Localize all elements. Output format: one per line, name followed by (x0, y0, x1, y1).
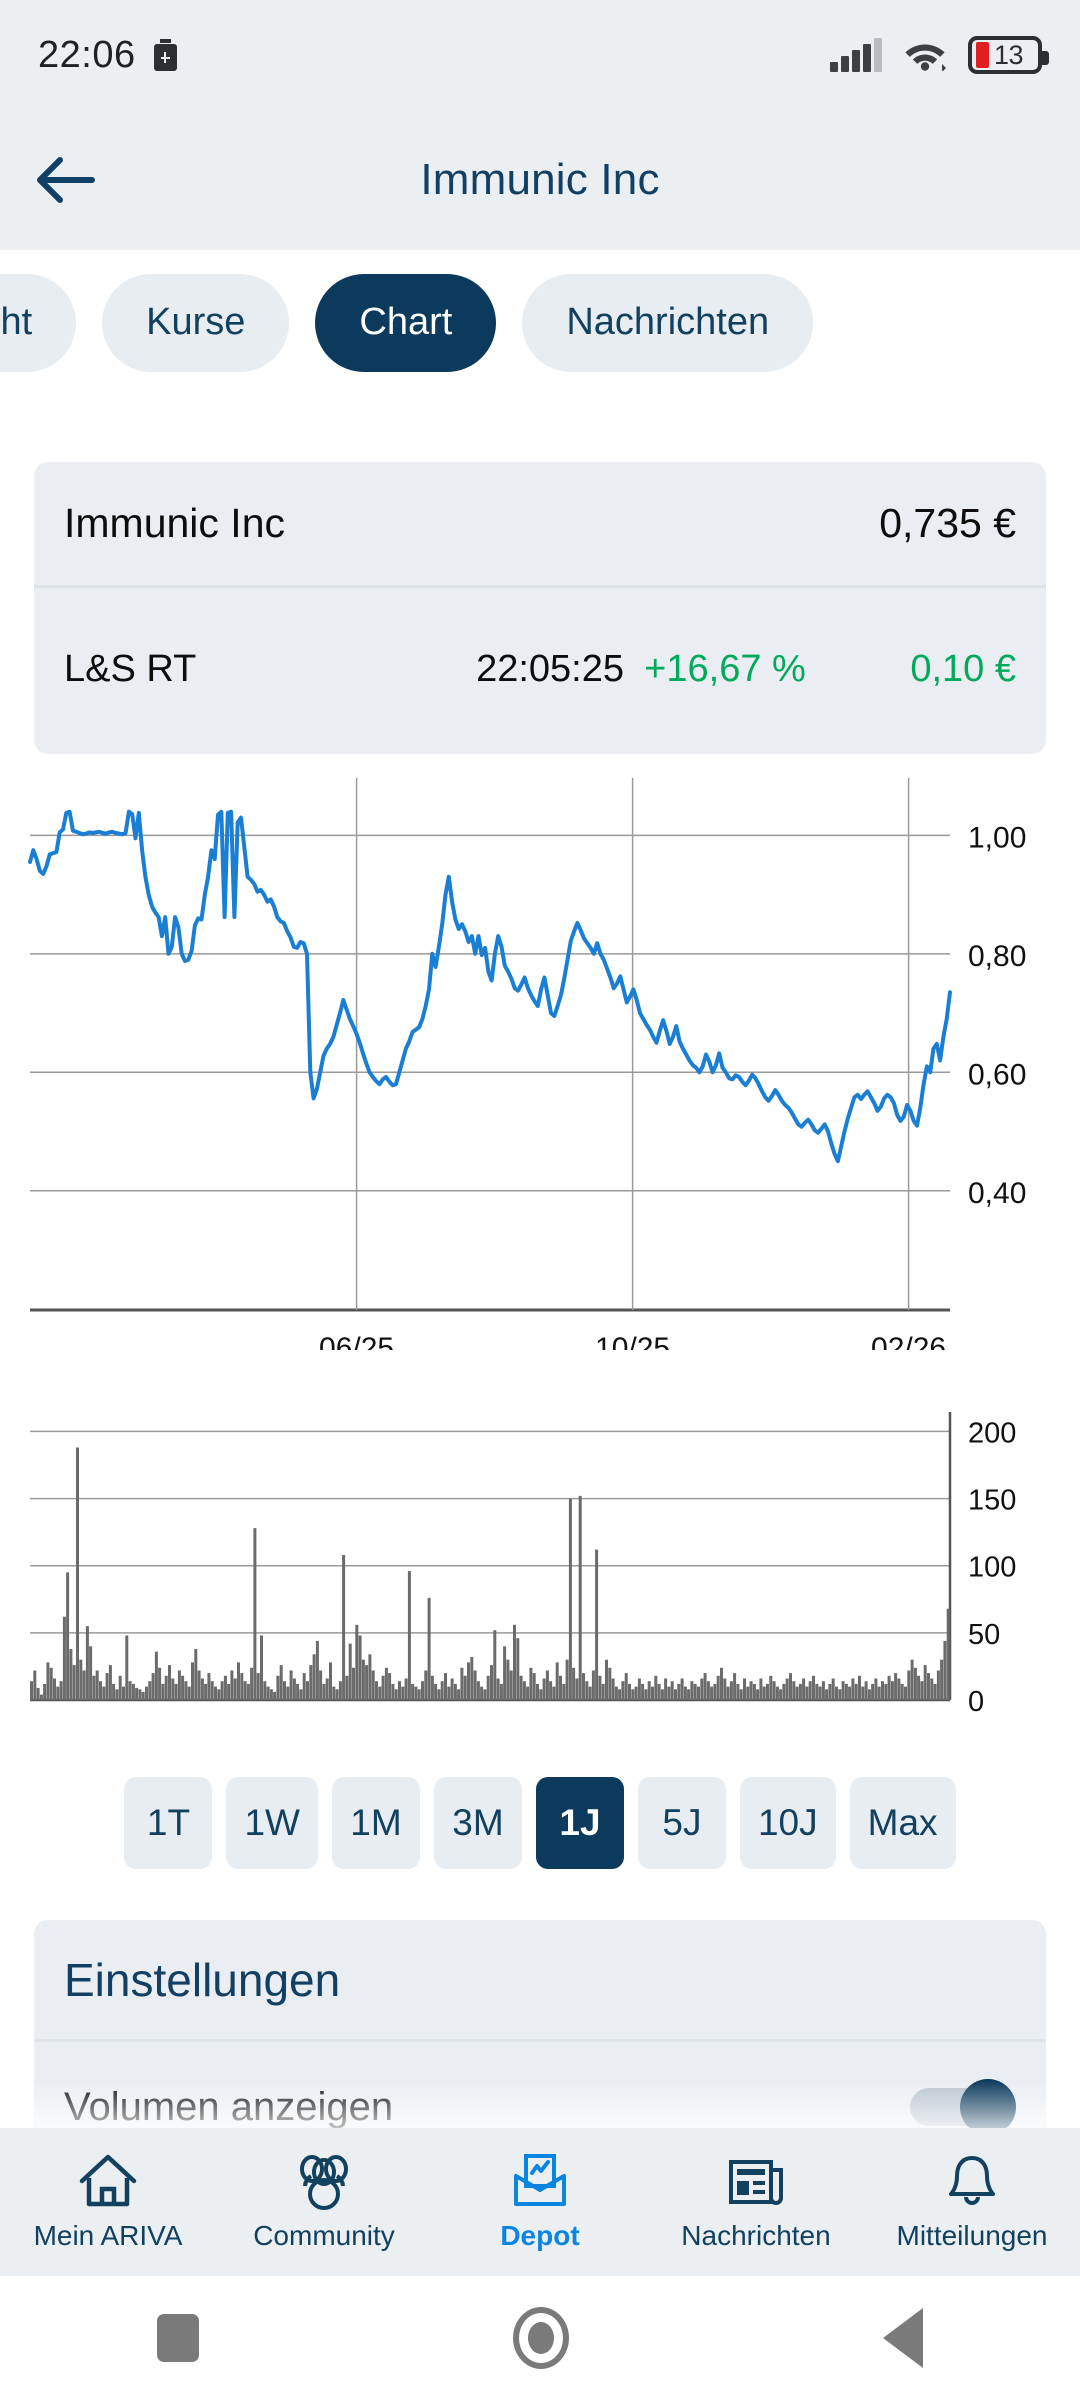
range-button-group[interactable]: 1T 1W 1M 3M 1J 5J 10J Max (0, 1775, 1080, 1870)
quote-change-percent: +16,67 % (644, 647, 806, 690)
quote-detail-row: L&S RT 22:05:25 +16,67 % 0,10 € (34, 588, 1046, 751)
settings-header: Einstellungen (34, 1920, 1046, 2042)
range-10j[interactable]: 10J (739, 1776, 836, 1869)
svg-text:0,40: 0,40 (968, 1177, 1026, 1210)
back-arrow-icon (37, 157, 95, 203)
range-1j[interactable]: 1J (535, 1776, 624, 1869)
nav-label-mein-ariva: Mein ARIVA (33, 2220, 183, 2251)
signal-bars-icon (830, 38, 882, 72)
svg-text:0,80: 0,80 (968, 940, 1026, 973)
back-button[interactable] (0, 154, 130, 206)
svg-text:02/26: 02/26 (871, 1332, 946, 1350)
tab-kurse[interactable]: Kurse (102, 273, 290, 372)
range-1w[interactable]: 1W (226, 1776, 318, 1869)
nav-item-mitteilungen[interactable]: Mitteilungen (864, 2152, 1080, 2252)
svg-text:10/25: 10/25 (595, 1332, 670, 1350)
quote-change-absolute: 0,10 € (910, 648, 1016, 690)
range-1m[interactable]: 1M (331, 1776, 420, 1869)
price-chart[interactable]: 1,00 0,80 0,60 0,40 06/25 10/25 02/26 (0, 770, 1080, 1350)
svg-text:150: 150 (968, 1485, 1016, 1517)
nav-item-mein-ariva[interactable]: Mein ARIVA (0, 2152, 216, 2252)
range-5j[interactable]: 5J (637, 1776, 726, 1869)
nav-label-nachrichten: Nachrichten (681, 2220, 831, 2251)
svg-text:1,00: 1,00 (968, 821, 1026, 854)
battery-saver-icon (153, 39, 177, 71)
android-navigation-bar[interactable] (0, 2276, 1080, 2400)
settings-label-volume: Volumen anzeigen (64, 2084, 394, 2129)
newspaper-icon (729, 2160, 783, 2205)
svg-text:0,60: 0,60 (968, 1058, 1026, 1091)
tab-chart[interactable]: Chart (315, 273, 497, 372)
range-3m[interactable]: 3M (433, 1776, 522, 1869)
volume-toggle[interactable] (910, 2079, 1016, 2135)
quote-name: Immunic Inc (64, 500, 285, 546)
nav-item-nachrichten[interactable]: Nachrichten (648, 2152, 864, 2252)
nav-item-community[interactable]: Community (216, 2152, 432, 2252)
tab-nachrichten[interactable]: Nachrichten (522, 273, 814, 372)
recents-square-icon[interactable] (157, 2314, 199, 2362)
nav-item-depot[interactable]: Depot (432, 2152, 648, 2252)
nav-label-depot: Depot (500, 2220, 580, 2251)
app-bar: Immunic Inc (0, 110, 1080, 250)
home-icon (79, 2154, 137, 2207)
volume-chart[interactable]: 200 150 100 50 0 (0, 1400, 1080, 1730)
svg-text:06/25: 06/25 (319, 1332, 394, 1350)
quote-source: L&S RT (64, 648, 197, 690)
battery-icon: 13 (968, 36, 1049, 74)
status-bar-right: 13 (830, 35, 1049, 76)
quote-header-row: Immunic Inc 0,735 € (34, 462, 1046, 588)
svg-text:50: 50 (968, 1619, 1000, 1651)
page-title: Immunic Inc (420, 155, 660, 204)
wifi-icon (902, 35, 948, 76)
svg-text:0: 0 (968, 1686, 984, 1718)
svg-text:200: 200 (968, 1417, 1016, 1449)
home-circle-icon[interactable] (513, 2307, 569, 2369)
quote-card[interactable]: Immunic Inc 0,735 € L&S RT 22:05:25 +16,… (34, 462, 1046, 754)
nav-label-community: Community (253, 2220, 395, 2251)
range-1t[interactable]: 1T (124, 1776, 213, 1869)
people-icon (300, 2155, 348, 2210)
back-triangle-icon[interactable] (883, 2308, 923, 2368)
range-max[interactable]: Max (849, 1776, 956, 1869)
settings-title: Einstellungen (64, 1953, 341, 2006)
battery-percent-label: 13 (994, 39, 1024, 70)
nav-label-mitteilungen: Mitteilungen (896, 2220, 1048, 2251)
status-clock: 22:06 (38, 33, 136, 76)
tab-uebersicht[interactable]: sicht (0, 273, 77, 372)
bell-icon (949, 2156, 995, 2205)
status-bar-left: 22:06 (38, 34, 177, 77)
quote-time: 22:05:25 (476, 648, 624, 690)
bottom-navigation[interactable]: Mein ARIVA Community Depot (0, 2128, 1080, 2276)
portfolio-icon (514, 2154, 566, 2206)
quote-price: 0,735 € (879, 500, 1016, 546)
tab-strip[interactable]: sicht Kurse Chart Nachrichten (0, 250, 1080, 395)
svg-text:100: 100 (968, 1552, 1016, 1584)
status-bar: 22:06 13 (0, 0, 1080, 110)
